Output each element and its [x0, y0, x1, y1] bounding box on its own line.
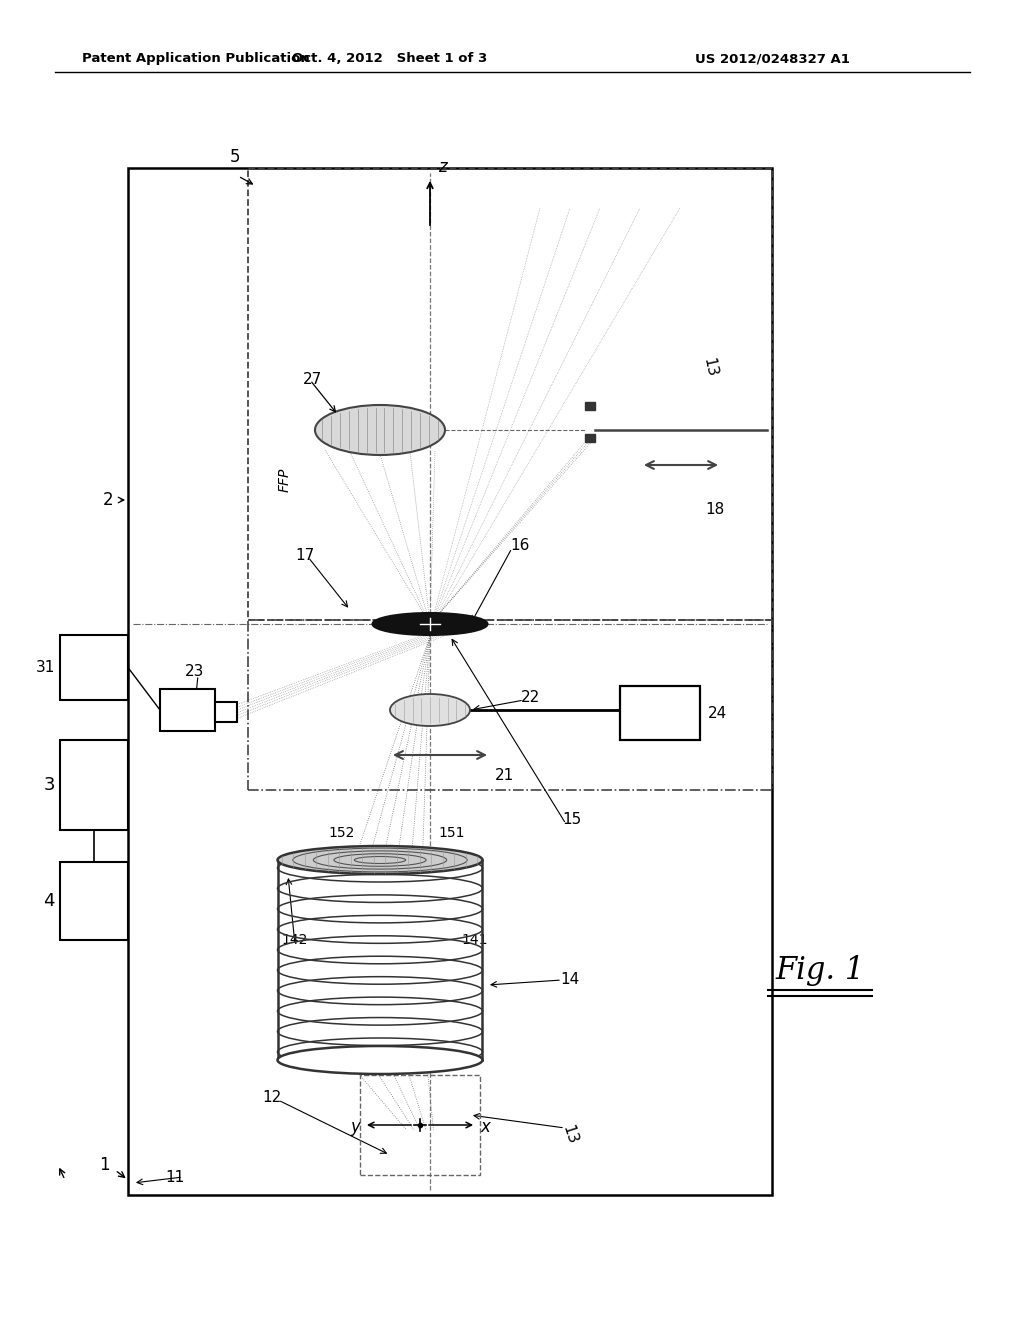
Ellipse shape — [278, 846, 482, 874]
Text: 11: 11 — [165, 1170, 184, 1184]
Text: 31: 31 — [36, 660, 55, 675]
Bar — [620, 686, 700, 741]
Text: US 2012/0248327 A1: US 2012/0248327 A1 — [695, 51, 850, 65]
Ellipse shape — [373, 612, 487, 635]
Text: 152: 152 — [329, 826, 355, 840]
Bar — [585, 403, 595, 411]
Ellipse shape — [278, 1045, 482, 1074]
Text: 13: 13 — [560, 1123, 581, 1147]
Text: x: x — [480, 1118, 489, 1137]
Text: 142: 142 — [282, 933, 308, 946]
Bar — [248, 168, 772, 620]
Text: 15: 15 — [562, 813, 582, 828]
Bar — [60, 635, 128, 700]
Text: 12: 12 — [262, 1090, 282, 1106]
Text: 141: 141 — [462, 933, 488, 946]
Text: 22: 22 — [520, 690, 540, 705]
Bar — [248, 620, 772, 789]
Bar — [585, 434, 595, 442]
Bar — [278, 861, 483, 1060]
Text: 5: 5 — [229, 148, 241, 166]
Ellipse shape — [315, 405, 445, 455]
FancyBboxPatch shape — [160, 689, 215, 731]
Ellipse shape — [390, 694, 470, 726]
Text: FFP: FFP — [278, 467, 292, 492]
Text: Patent Application Publication: Patent Application Publication — [82, 51, 309, 65]
Text: 2: 2 — [102, 491, 113, 510]
Text: 1: 1 — [99, 1156, 110, 1173]
Bar — [128, 168, 772, 1195]
Text: 13: 13 — [700, 356, 719, 379]
Text: 21: 21 — [496, 767, 515, 783]
Text: 3: 3 — [43, 776, 55, 795]
Text: Fig. 1: Fig. 1 — [775, 954, 864, 986]
Text: Oct. 4, 2012   Sheet 1 of 3: Oct. 4, 2012 Sheet 1 of 3 — [293, 51, 487, 65]
Bar — [215, 702, 237, 722]
Text: y: y — [350, 1118, 360, 1137]
Text: 24: 24 — [708, 705, 727, 721]
Text: 18: 18 — [706, 503, 725, 517]
Text: 17: 17 — [295, 548, 314, 562]
Text: 14: 14 — [560, 973, 580, 987]
Text: z: z — [438, 158, 446, 176]
Text: 23: 23 — [185, 664, 205, 680]
Bar — [60, 741, 128, 830]
Bar — [60, 862, 128, 940]
Text: 151: 151 — [438, 826, 465, 840]
Text: 27: 27 — [303, 372, 323, 387]
Bar — [360, 1074, 480, 1175]
Text: 16: 16 — [510, 537, 529, 553]
Text: 4: 4 — [43, 892, 55, 909]
